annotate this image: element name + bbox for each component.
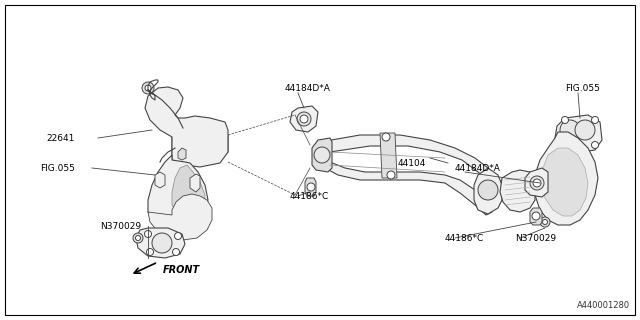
Polygon shape [148,194,212,240]
Polygon shape [305,178,316,196]
Polygon shape [320,135,495,182]
Circle shape [387,171,395,179]
Circle shape [145,230,152,237]
Polygon shape [530,208,542,225]
Circle shape [530,176,544,190]
Text: FRONT: FRONT [163,265,200,275]
Polygon shape [474,168,502,214]
Circle shape [147,249,154,255]
Text: FIG.055: FIG.055 [40,164,75,172]
Circle shape [575,120,595,140]
Circle shape [216,132,223,139]
Text: 44186*C: 44186*C [445,234,484,243]
Text: 44184D*A: 44184D*A [455,164,501,172]
Text: N370029: N370029 [100,221,141,230]
Circle shape [142,82,154,94]
Polygon shape [380,133,397,178]
Text: A440001280: A440001280 [577,301,630,310]
Circle shape [540,217,550,227]
Circle shape [173,249,179,255]
Circle shape [543,220,547,225]
Polygon shape [318,155,492,215]
Polygon shape [535,132,598,225]
Circle shape [152,233,172,253]
Circle shape [133,233,143,243]
Circle shape [216,151,223,158]
Polygon shape [542,148,588,216]
Circle shape [591,116,598,124]
Circle shape [307,183,315,191]
Polygon shape [178,148,186,160]
Polygon shape [145,87,228,167]
Text: 22641: 22641 [47,133,75,142]
Text: 44184D*A: 44184D*A [285,84,331,92]
Circle shape [314,147,330,163]
Text: FIG.055: FIG.055 [565,84,600,92]
Circle shape [560,120,580,140]
Polygon shape [555,115,602,153]
Circle shape [533,179,541,187]
Polygon shape [190,174,200,192]
Circle shape [187,134,209,156]
Circle shape [591,141,598,148]
Circle shape [559,141,566,148]
Polygon shape [172,128,228,162]
Circle shape [300,115,308,123]
Text: 44104: 44104 [398,158,426,167]
Circle shape [182,151,189,158]
Circle shape [145,85,151,91]
Text: N370029: N370029 [515,234,556,243]
Circle shape [182,132,189,139]
Polygon shape [312,138,332,172]
Circle shape [175,233,182,239]
Circle shape [202,134,224,156]
Text: 44186*C: 44186*C [290,191,329,201]
Polygon shape [148,155,208,230]
Circle shape [532,212,540,220]
Circle shape [561,116,568,124]
Polygon shape [500,170,535,212]
Circle shape [478,180,498,200]
Polygon shape [155,172,165,188]
Polygon shape [525,168,548,197]
Polygon shape [136,228,185,258]
Polygon shape [290,106,318,132]
Polygon shape [172,165,205,220]
Circle shape [297,112,311,126]
Circle shape [136,236,141,241]
Circle shape [382,133,390,141]
